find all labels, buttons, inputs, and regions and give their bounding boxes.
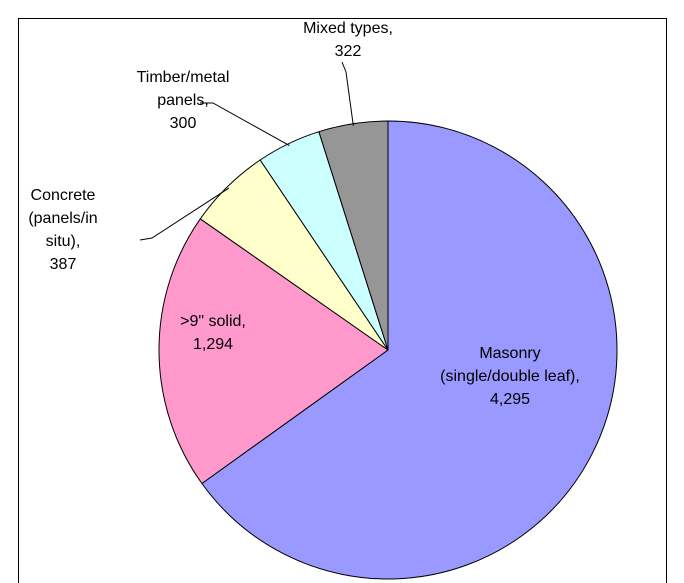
leader-line xyxy=(200,102,290,146)
chart-frame xyxy=(18,18,667,583)
value-label: 4,295 xyxy=(489,391,531,408)
category-label: Mixed types, xyxy=(303,20,393,37)
data-label: Masonry (single/double leaf), 4,295 xyxy=(440,342,580,411)
pie-slice xyxy=(201,120,618,580)
category-label: >9" solid, xyxy=(180,313,246,330)
value-label: 322 xyxy=(334,43,362,60)
data-label: Mixed types, 322 xyxy=(288,17,408,63)
category-label: Concrete (panels/in situ), xyxy=(28,187,98,250)
data-label: Timber/metal panels, 300 xyxy=(128,66,238,135)
value-label: 300 xyxy=(169,115,197,132)
pie-slice xyxy=(158,218,389,485)
category-label: Timber/metal panels, xyxy=(136,69,230,109)
value-label: 387 xyxy=(49,256,77,273)
category-label: Masonry (single/double leaf), xyxy=(440,345,580,385)
value-label: 1,294 xyxy=(192,336,234,353)
data-label: >9" solid, 1,294 xyxy=(158,310,268,356)
data-label: Concrete (panels/in situ), 387 xyxy=(18,184,108,276)
leader-line xyxy=(139,187,230,241)
leader-line xyxy=(341,61,354,126)
